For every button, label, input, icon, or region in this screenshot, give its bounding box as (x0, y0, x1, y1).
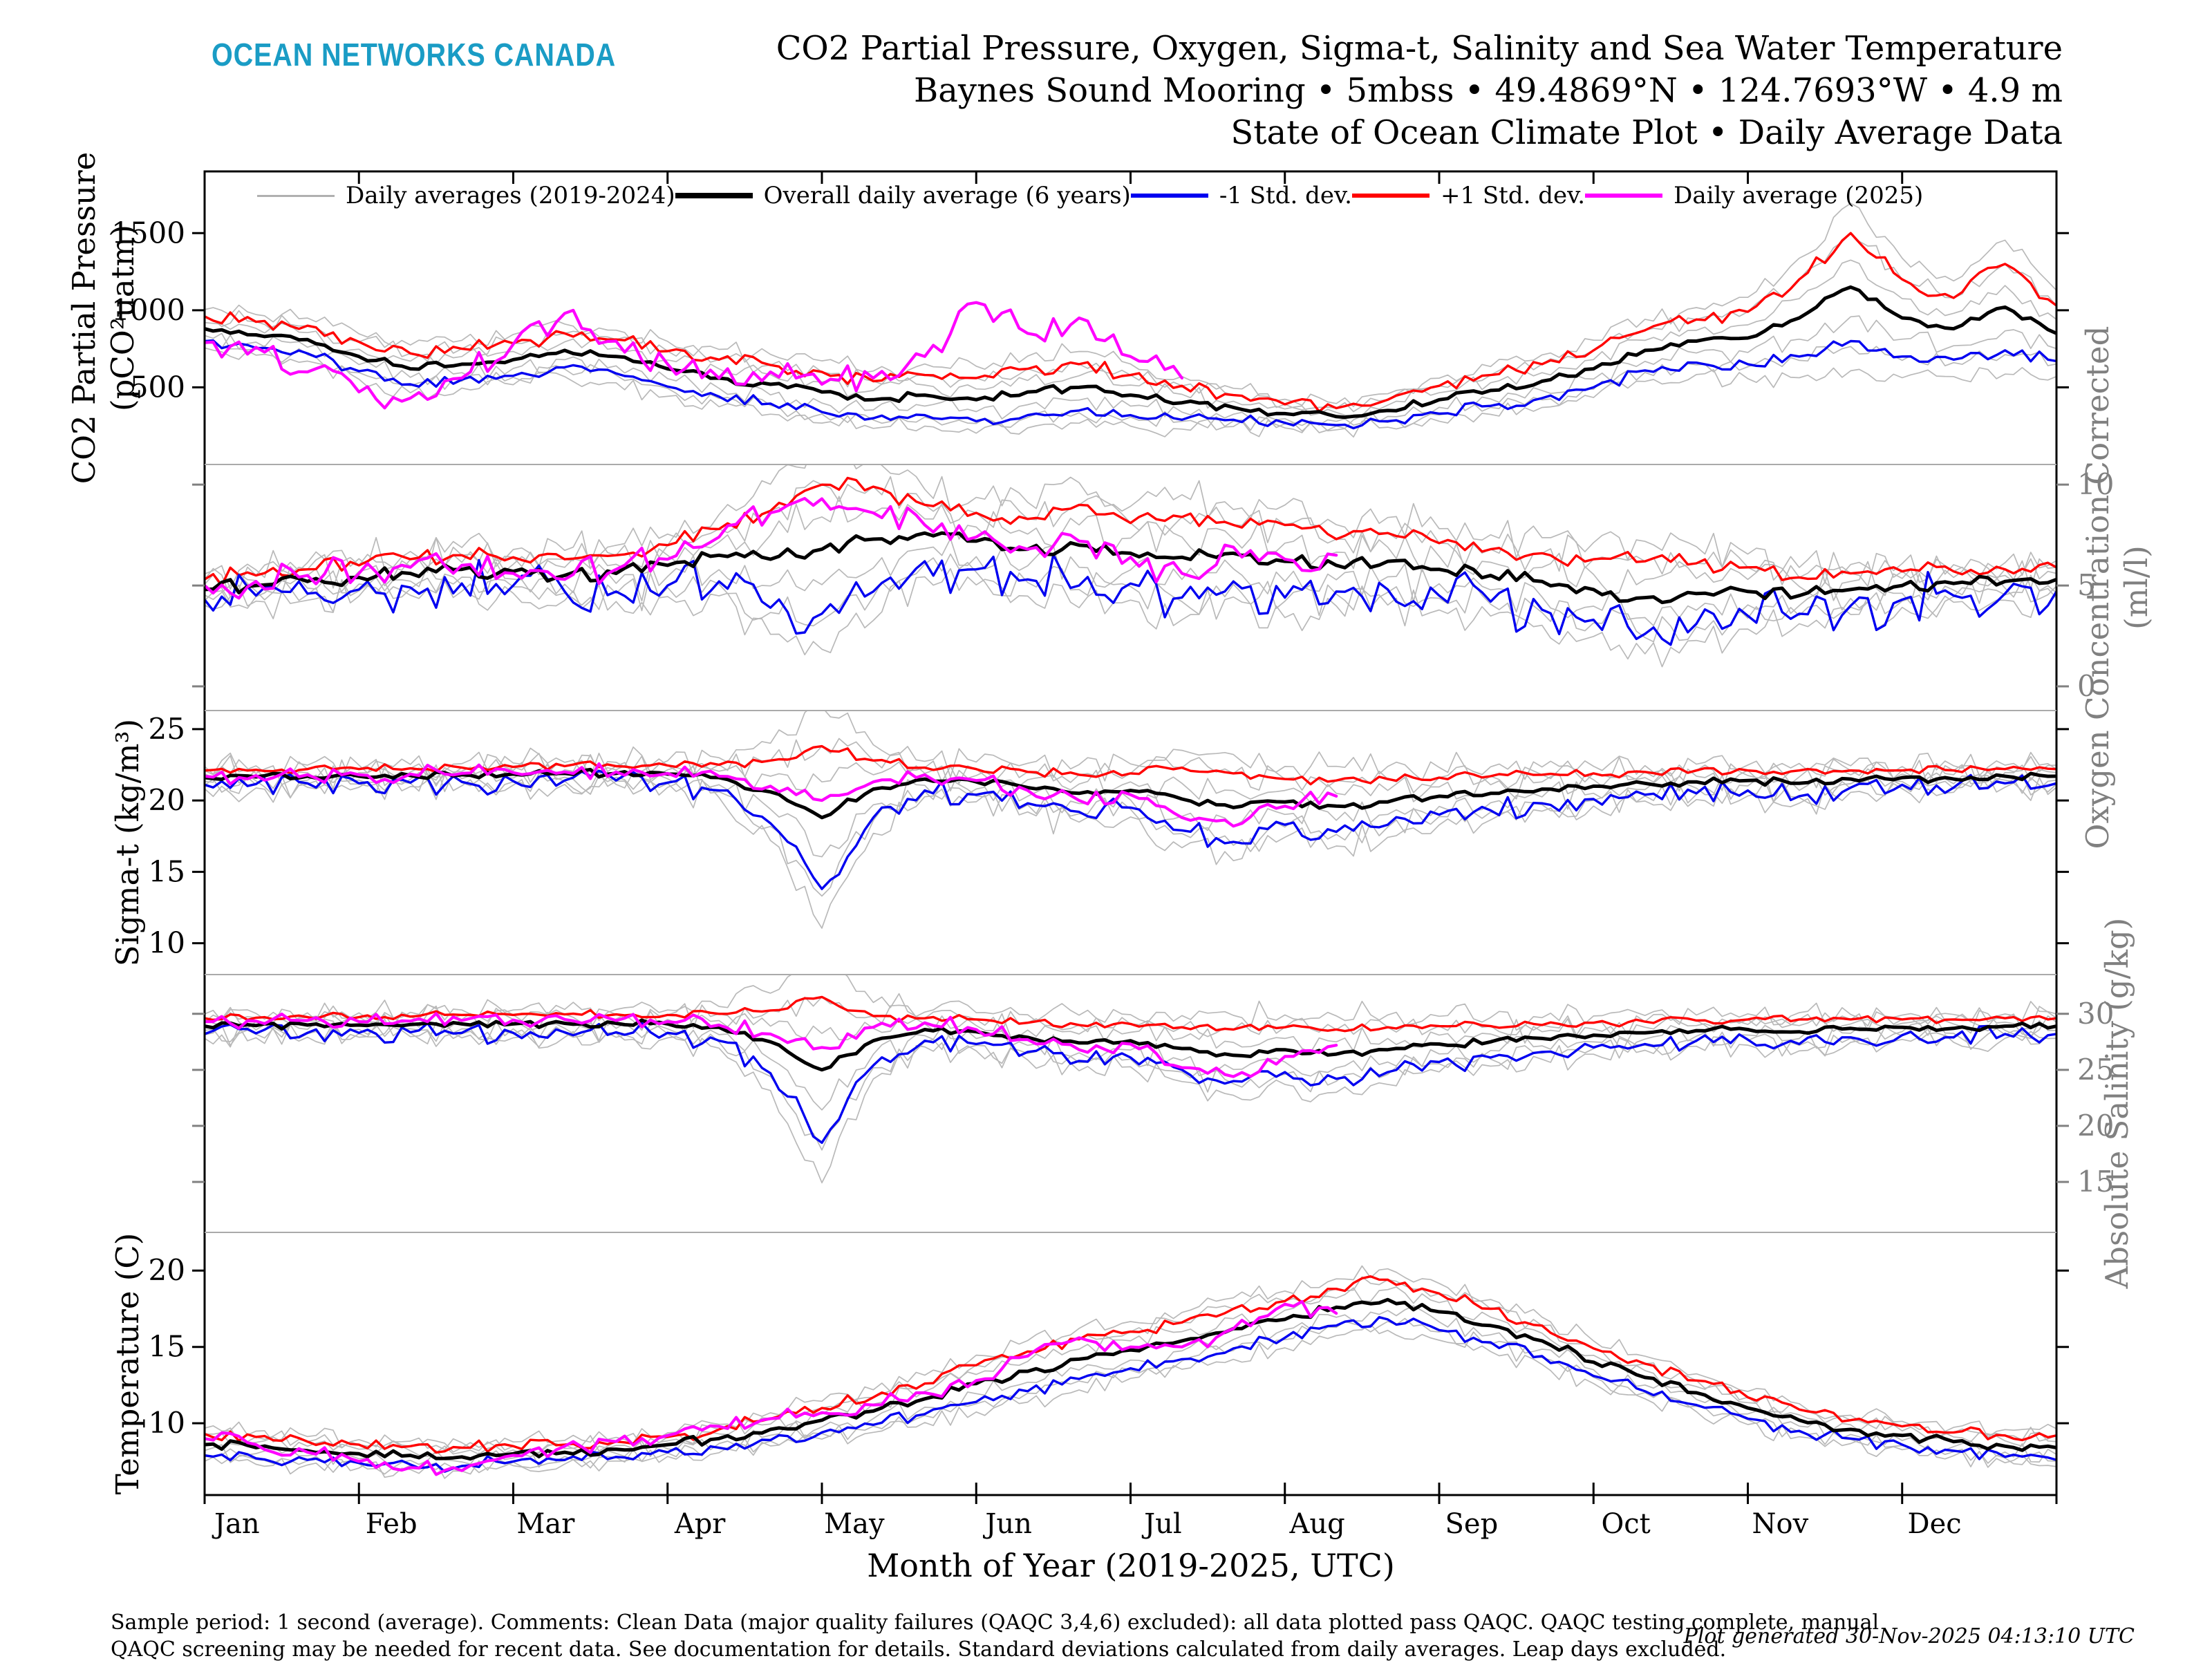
svg-text:30: 30 (2077, 997, 2114, 1031)
svg-text:10: 10 (149, 1406, 185, 1440)
svg-text:Sep: Sep (1445, 1508, 1499, 1540)
month-ticks (203, 171, 2058, 1504)
axis-tick-labels: Jan Feb Mar Apr May Jun Jul Aug Sep Oct Nov Dec 500 1… (111, 216, 2114, 1540)
legend-label: Daily average (2025) (1674, 182, 1924, 209)
svg-text:15: 15 (2077, 1165, 2114, 1199)
co2-panel-series (205, 203, 2056, 438)
temperature-axis-title-line1: Temperature (C) (109, 1232, 146, 1495)
svg-text:1000: 1000 (111, 293, 185, 327)
title-line-3: State of Ocean Climate Plot • Daily Aver… (1230, 113, 2063, 152)
svg-text:Aug: Aug (1288, 1508, 1344, 1540)
svg-text:Dec: Dec (1908, 1508, 1962, 1540)
svg-text:Oct: Oct (1601, 1508, 1650, 1540)
black-line-swatch-icon (675, 193, 753, 198)
svg-text:0: 0 (2077, 669, 2096, 703)
plot-title: CO2 Partial Pressure, Oxygen, Sigma-t, S… (776, 28, 2063, 154)
svg-text:25: 25 (149, 712, 185, 746)
magenta-line-swatch-icon (1585, 194, 1663, 198)
svg-text:20: 20 (2077, 1109, 2114, 1143)
legend-label: -1 Std. dev. (1219, 182, 1352, 209)
legend-item-minus-std: -1 Std. dev. (1130, 182, 1352, 209)
red-line-swatch-icon (1351, 194, 1430, 198)
legend-label: +1 Std. dev. (1440, 182, 1586, 209)
svg-text:Jan: Jan (212, 1508, 260, 1540)
legend-label: Overall daily average (6 years) (763, 182, 1131, 209)
svg-text:Mar: Mar (516, 1508, 575, 1540)
svg-text:Jul: Jul (1141, 1508, 1182, 1540)
svg-text:May: May (824, 1508, 885, 1540)
svg-text:1500: 1500 (111, 216, 185, 250)
legend-item-daily-2025: Daily average (2025) (1585, 182, 1923, 209)
oxygen-axis-title: Oxygen Concentration Corrected (ml/l) (2079, 326, 2156, 849)
co2-axis-title: CO2 Partial Pressure (pCO²uatm) (65, 152, 142, 485)
svg-text:20: 20 (149, 1253, 185, 1287)
legend-label: Daily averages (2019-2024) (346, 182, 675, 209)
svg-text:25: 25 (2077, 1053, 2114, 1087)
temperature-axis-title: Temperature (C) (109, 1233, 147, 1495)
oxygen-axis-title-line1: Oxygen Concentration Corrected (2079, 326, 2116, 849)
footer-line-2: QAQC screening may be needed for recent … (111, 1637, 1727, 1662)
plot-generated-timestamp: Plot generated 30-Nov-2025 04:13:10 UTC (1683, 1624, 2135, 1648)
svg-text:10: 10 (149, 926, 185, 960)
oxygen-axis-title-line2: (ml/l) (2118, 545, 2155, 630)
svg-text:Apr: Apr (674, 1508, 726, 1540)
footer-comments: Sample period: 1 second (average). Comme… (111, 1609, 1879, 1663)
salinity-panel-series (205, 975, 2056, 1184)
svg-text:15: 15 (149, 1330, 185, 1364)
legend-item-plus-std: +1 Std. dev. (1351, 182, 1586, 209)
sigma-t-panel-series (205, 711, 2056, 929)
svg-text:5: 5 (2077, 568, 2096, 602)
onc-logo: OCEAN NETWORKS CANADA (212, 37, 617, 73)
gray-line-swatch-icon (257, 194, 335, 197)
svg-text:15: 15 (149, 854, 185, 888)
legend-item-overall-average: Overall daily average (6 years) (675, 182, 1131, 209)
salinity-axis-title-line1: Absolute Salinity (g/kg) (2099, 917, 2135, 1289)
temperature-panel-series (205, 1265, 2056, 1479)
legend: Daily averages (2019-2024) Overall daily… (257, 177, 1923, 214)
svg-text:10: 10 (2077, 467, 2114, 501)
co2-axis-title-line1: CO2 Partial Pressure (66, 151, 102, 485)
footer-line-1: Sample period: 1 second (average). Comme… (111, 1610, 1880, 1635)
salinity-axis-title: Absolute Salinity (g/kg) (2098, 918, 2137, 1289)
sigma-axis-title-line1: Sigma-t (kg/m³) (109, 718, 146, 967)
sigma-axis-title: Sigma-t (kg/m³) (109, 719, 147, 966)
svg-text:20: 20 (149, 783, 185, 817)
title-line-1: CO2 Partial Pressure, Oxygen, Sigma-t, S… (776, 29, 2063, 68)
oxygen-panel-series (205, 465, 2056, 668)
title-line-2: Baynes Sound Mooring • 5mbss • 49.4869°N… (913, 71, 2063, 110)
svg-text:500: 500 (130, 370, 185, 404)
blue-line-swatch-icon (1130, 194, 1208, 198)
svg-text:Feb: Feb (366, 1508, 418, 1540)
svg-text:Nov: Nov (1752, 1508, 1809, 1540)
svg-text:Jun: Jun (982, 1508, 1032, 1540)
co2-axis-title-line2: (pCO²uatm) (104, 225, 141, 411)
x-axis-title: Month of Year (2019-2025, UTC) (867, 1547, 1395, 1584)
legend-item-daily-averages: Daily averages (2019-2024) (257, 182, 675, 209)
